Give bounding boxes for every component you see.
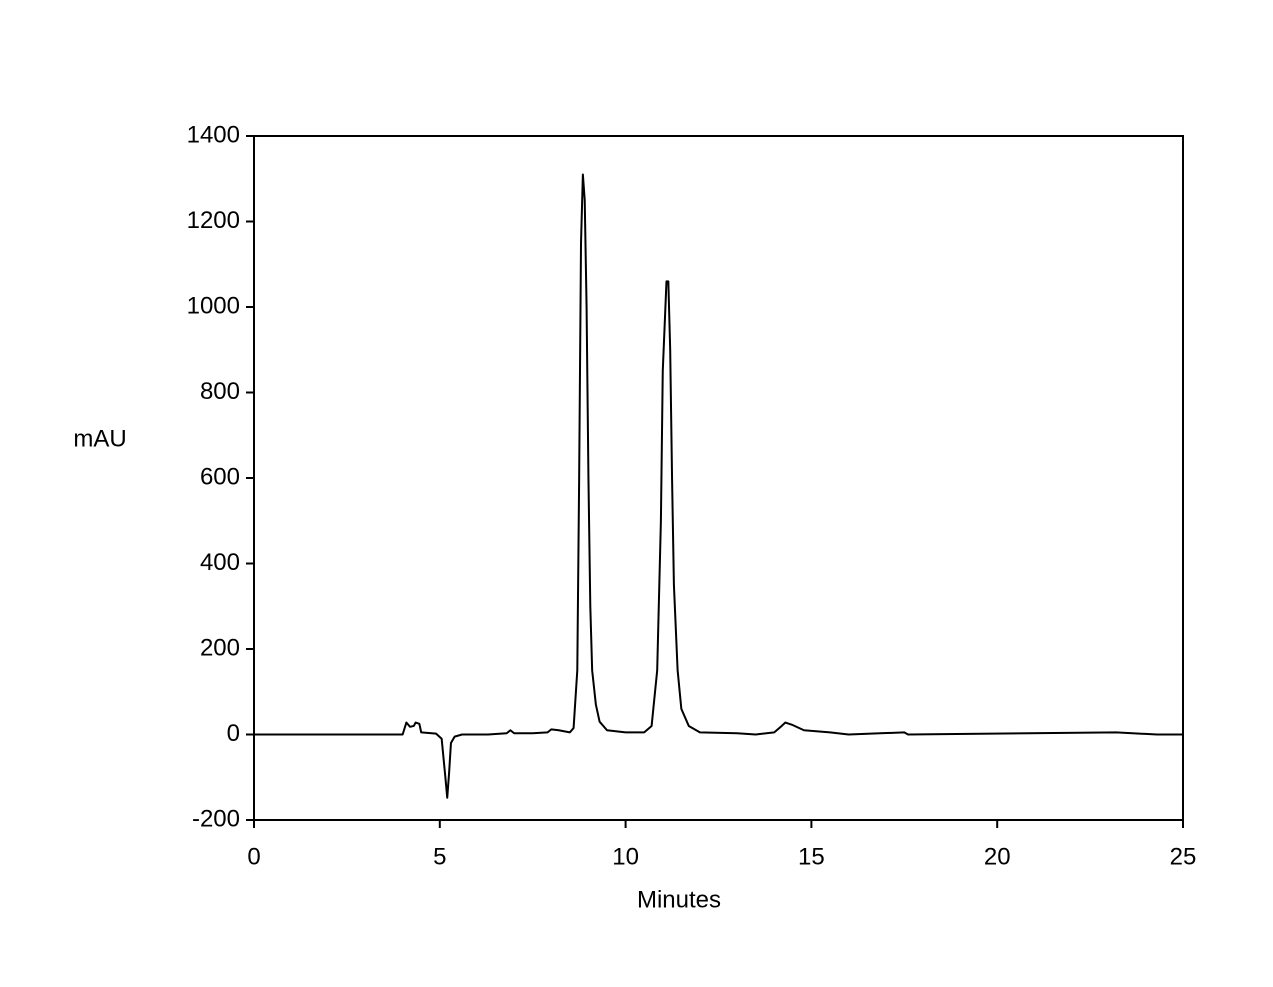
y-tick-label: 1200 xyxy=(187,207,240,234)
y-tick-label: -200 xyxy=(192,805,240,832)
y-tick-label: 1000 xyxy=(187,292,240,319)
x-tick-label: 25 xyxy=(1170,843,1197,870)
y-tick-label: 600 xyxy=(200,463,240,490)
y-tick-label: 1400 xyxy=(187,121,240,148)
x-tick-label: 20 xyxy=(984,843,1011,870)
x-tick-label: 0 xyxy=(247,843,260,870)
x-axis-label: Minutes xyxy=(637,886,721,913)
x-tick-label: 5 xyxy=(433,843,446,870)
y-tick-label: 400 xyxy=(200,549,240,576)
y-axis-label: mAU xyxy=(73,425,126,452)
y-tick-label: 200 xyxy=(200,634,240,661)
x-tick-label: 15 xyxy=(798,843,825,870)
trace-line xyxy=(254,173,1183,799)
y-tick-label: 0 xyxy=(227,720,240,747)
plot-frame xyxy=(253,135,1184,821)
x-tick-label: 10 xyxy=(612,843,639,870)
y-tick-label: 800 xyxy=(200,378,240,405)
